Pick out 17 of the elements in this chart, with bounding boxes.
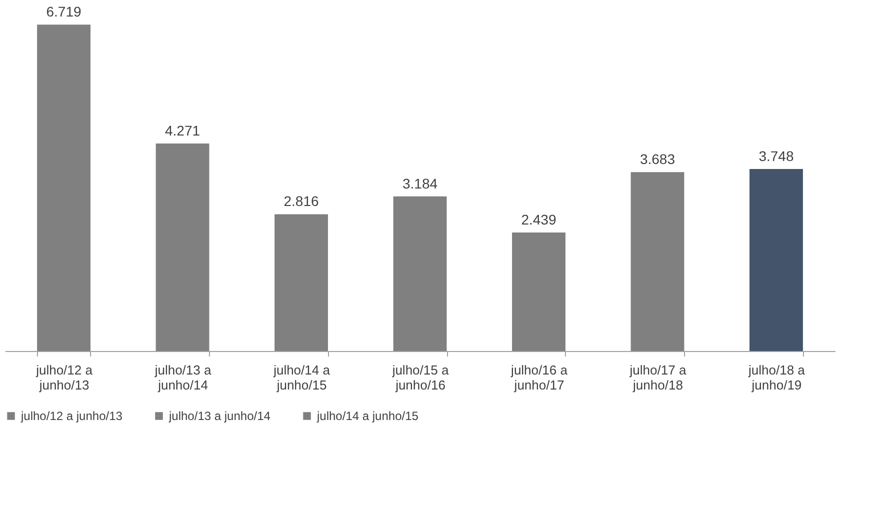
x-tick-label: julho/15 a junho/16 (391, 362, 450, 392)
data-label: 4.271 (164, 122, 200, 139)
legend-label: julho/12 a junho/13 (20, 409, 123, 423)
data-label: 2.439 (521, 212, 556, 228)
data-label: 3.184 (402, 175, 438, 192)
x-tick-label: julho/12 a junho/13 (35, 362, 94, 392)
x-tick-label: julho/13 a junho/14 (154, 362, 212, 392)
data-label: 6.719 (46, 4, 82, 20)
x-tick-label: julho/14 a junho/15 (272, 362, 331, 392)
x-tick-label: julho/16 a junho/17 (510, 362, 568, 392)
data-label: 2.816 (284, 193, 319, 210)
legend-label: julho/13 a junho/14 (168, 409, 271, 423)
data-label: 3.683 (640, 151, 676, 168)
x-tick-label: julho/18 a junho/19 (748, 362, 806, 392)
x-tick-label: julho/17 a junho/18 (628, 362, 687, 392)
data-label: 3.748 (758, 148, 794, 164)
legend-label: julho/14 a junho/15 (316, 409, 419, 423)
